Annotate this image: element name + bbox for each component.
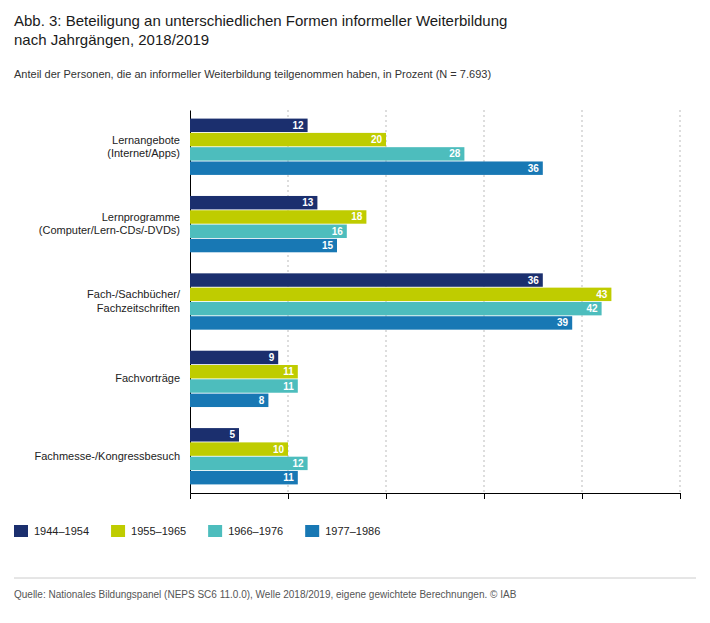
data-label: 28 xyxy=(449,148,461,159)
legend-swatch xyxy=(305,525,319,537)
y-tick: Lernprogramme(Computer/Lern-CDs/-DVDs) xyxy=(39,211,190,236)
bar xyxy=(190,302,602,315)
bars xyxy=(190,119,611,485)
data-label: 11 xyxy=(283,472,294,483)
y-tick-label: Lernprogramme(Computer/Lern-CDs/-DVDs) xyxy=(39,211,180,236)
subtitle: Anteil der Personen, die an informeller … xyxy=(14,68,491,80)
data-label: 18 xyxy=(351,211,363,222)
data-label: 12 xyxy=(292,120,304,131)
legend-label: 1944–1954 xyxy=(34,525,89,537)
data-label: 11 xyxy=(283,381,294,392)
x-tick xyxy=(484,493,485,499)
bar xyxy=(190,288,611,301)
data-labels: 12 13 36 9 5 20 18 43 11 10 28 16 42 11 12 36 15 39 8 11 xyxy=(229,120,607,483)
bar xyxy=(190,225,347,238)
data-label: 42 xyxy=(586,303,598,314)
grid-line xyxy=(680,110,681,493)
bar xyxy=(190,471,298,484)
y-tick: Fach-/Sachbücher/Fachzeitschriften xyxy=(87,288,190,313)
data-label: 12 xyxy=(292,458,304,469)
y-axis: Lernangebote(Internet/Apps) Lernprogramme… xyxy=(34,111,190,494)
bar xyxy=(190,379,298,392)
title: Abb. 3: Beteiligung an unterschiedlichen… xyxy=(14,12,507,48)
legend-label: 1966–1976 xyxy=(228,525,283,537)
data-label: 43 xyxy=(596,289,608,300)
tick-mark xyxy=(386,493,387,499)
bar xyxy=(190,394,268,407)
y-tick: Lernangebote(Internet/Apps) xyxy=(107,134,190,159)
data-label: 15 xyxy=(322,240,334,251)
tick-mark xyxy=(484,493,485,499)
legend-item: 1955–1965 xyxy=(111,525,186,537)
bar xyxy=(190,428,239,441)
tick-mark xyxy=(582,493,583,499)
tick-mark xyxy=(288,493,289,499)
bar xyxy=(190,239,337,252)
y-tick-label: Fach-/Sachbücher/Fachzeitschriften xyxy=(87,288,181,313)
x-axis xyxy=(191,493,681,499)
x-tick xyxy=(386,493,387,499)
y-tick-label: Fachmesse-/Kongressbesuch xyxy=(34,450,180,462)
data-label: 13 xyxy=(302,197,314,208)
legend-item: 1977–1986 xyxy=(305,525,380,537)
bar xyxy=(190,161,543,174)
bar xyxy=(190,351,278,364)
bar xyxy=(190,147,464,160)
data-label: 39 xyxy=(557,317,569,328)
bar xyxy=(190,273,543,286)
legend-swatch xyxy=(14,525,28,537)
bar xyxy=(190,133,386,146)
legend-swatch xyxy=(208,525,222,537)
x-tick xyxy=(680,493,681,499)
x-tick xyxy=(288,493,289,499)
y-tick: Fachmesse-/Kongressbesuch xyxy=(34,450,190,462)
bar xyxy=(190,442,288,455)
bar xyxy=(190,457,308,470)
grid-line xyxy=(582,110,583,493)
axis-line xyxy=(191,494,681,500)
x-tick xyxy=(582,493,583,499)
y-tick-label: Lernangebote(Internet/Apps) xyxy=(107,134,180,159)
bar xyxy=(190,196,317,209)
data-label: 20 xyxy=(371,134,383,145)
legend-swatch xyxy=(111,525,125,537)
data-label: 8 xyxy=(259,395,265,406)
data-label: 36 xyxy=(528,275,540,286)
tick-mark xyxy=(680,493,681,499)
chart: Abb. 3: Beteiligung an unterschiedlichen… xyxy=(0,0,710,623)
legend-label: 1955–1965 xyxy=(131,525,186,537)
data-label: 36 xyxy=(528,163,540,174)
legend-item: 1966–1976 xyxy=(208,525,283,537)
bar xyxy=(190,210,366,223)
legend-item: 1944–1954 xyxy=(14,525,89,537)
plot: Lernangebote(Internet/Apps) Lernprogramme… xyxy=(34,110,680,499)
bar xyxy=(190,316,572,329)
data-label: 16 xyxy=(332,226,344,237)
bar xyxy=(190,365,298,378)
data-label: 10 xyxy=(273,444,285,455)
legend-label: 1977–1986 xyxy=(325,525,380,537)
legend: 1944–1954 1955–1965 1966–1976 1977–1986 xyxy=(14,525,380,537)
separator xyxy=(14,578,696,579)
data-label: 11 xyxy=(283,366,294,377)
y-tick-label: Fachvorträge xyxy=(115,372,180,384)
bar xyxy=(190,119,308,132)
source: Quelle: Nationales Bildungspanel (NEPS S… xyxy=(14,589,517,600)
y-tick: Fachvorträge xyxy=(115,372,190,384)
data-label: 5 xyxy=(229,429,235,440)
data-label: 9 xyxy=(269,352,275,363)
